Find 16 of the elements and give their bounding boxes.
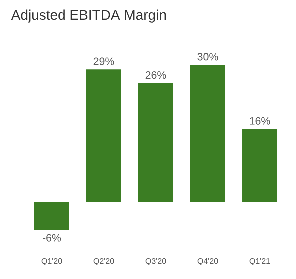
data-label: -6% <box>43 234 62 242</box>
data-label: 29% <box>94 58 114 66</box>
data-label: 26% <box>146 72 166 80</box>
x-tick-label: Q1'21 <box>250 258 270 266</box>
data-label: 16% <box>250 117 270 125</box>
x-tick-label: Q1'20 <box>42 258 62 266</box>
bar <box>190 65 226 202</box>
x-tick-label: Q3'20 <box>146 258 166 266</box>
bar <box>86 70 122 202</box>
bar <box>138 83 174 202</box>
x-tick-label: Q4'20 <box>198 258 218 266</box>
chart-title: Adjusted EBITDA Margin <box>11 10 166 23</box>
data-label: 30% <box>198 53 218 61</box>
bar <box>242 129 278 202</box>
bar <box>34 202 70 230</box>
x-tick-label: Q2'20 <box>94 258 114 266</box>
